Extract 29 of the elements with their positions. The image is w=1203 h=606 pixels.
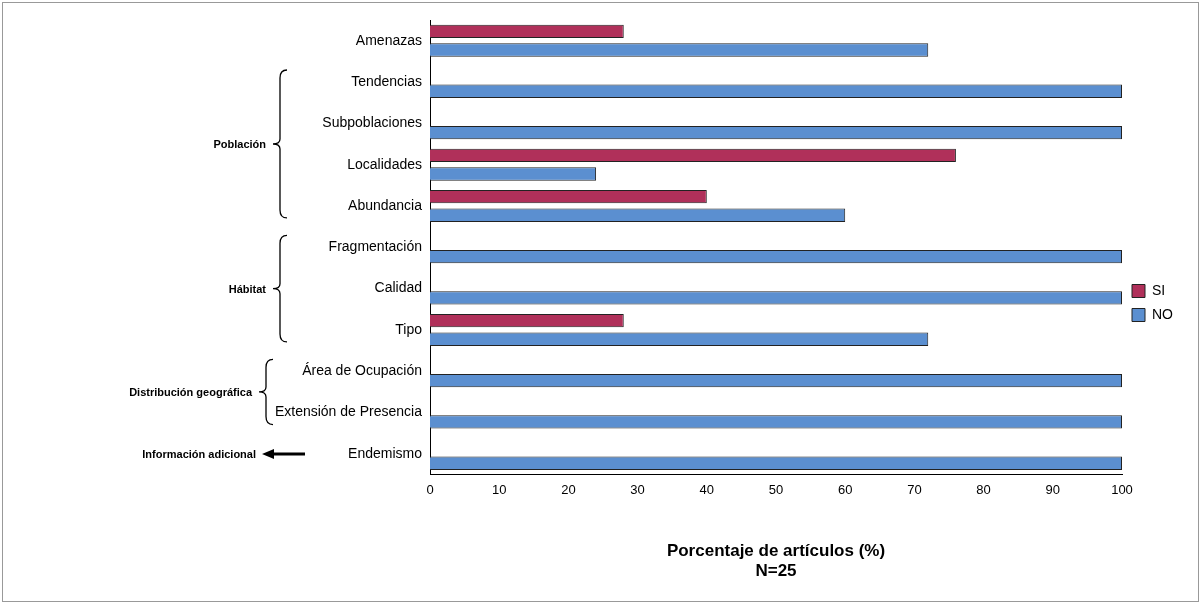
x-tick-label: 50 xyxy=(768,481,784,497)
x-tick-label: 0 xyxy=(426,481,434,497)
text: Hábitat xyxy=(228,282,266,295)
y-tick-label: Fragmentación xyxy=(328,238,422,255)
x-tick-label: 40 xyxy=(699,481,715,497)
text: Población xyxy=(213,137,266,150)
legend-label: NO xyxy=(1152,305,1174,322)
x-tick-label: 10 xyxy=(491,481,507,497)
x-tick-label: 20 xyxy=(561,481,576,497)
legend-label: SI xyxy=(1152,281,1166,298)
x-tick-label: 30 xyxy=(630,481,645,497)
y-tick-label: Tendencias xyxy=(351,72,422,89)
y-tick-label: Localidades xyxy=(347,155,422,172)
x-tick-label: 70 xyxy=(907,481,922,497)
x-tick-label: 100 xyxy=(1111,481,1133,497)
x-tick-label: 60 xyxy=(837,481,853,497)
y-tick-label: Subpoblaciones xyxy=(322,114,422,131)
x-tick-label: 80 xyxy=(976,481,991,497)
y-tick-label: Calidad xyxy=(374,279,422,296)
x-tick-label: 90 xyxy=(1045,481,1061,497)
text: Distribución geográfica xyxy=(129,385,252,398)
x-axis-title: Porcentaje de artículos (%) N=25 xyxy=(666,541,886,581)
y-tick-label: Extensión de Presencia xyxy=(274,403,423,420)
text: Información adicional xyxy=(142,447,256,460)
y-tick-label: Tipo xyxy=(395,320,423,337)
y-tick-label: Área de Ocupación xyxy=(302,362,422,379)
y-tick-label: Amenazas xyxy=(355,31,422,48)
y-tick-label: Abundancia xyxy=(348,196,423,213)
y-tick-label: Endemismo xyxy=(348,444,423,461)
